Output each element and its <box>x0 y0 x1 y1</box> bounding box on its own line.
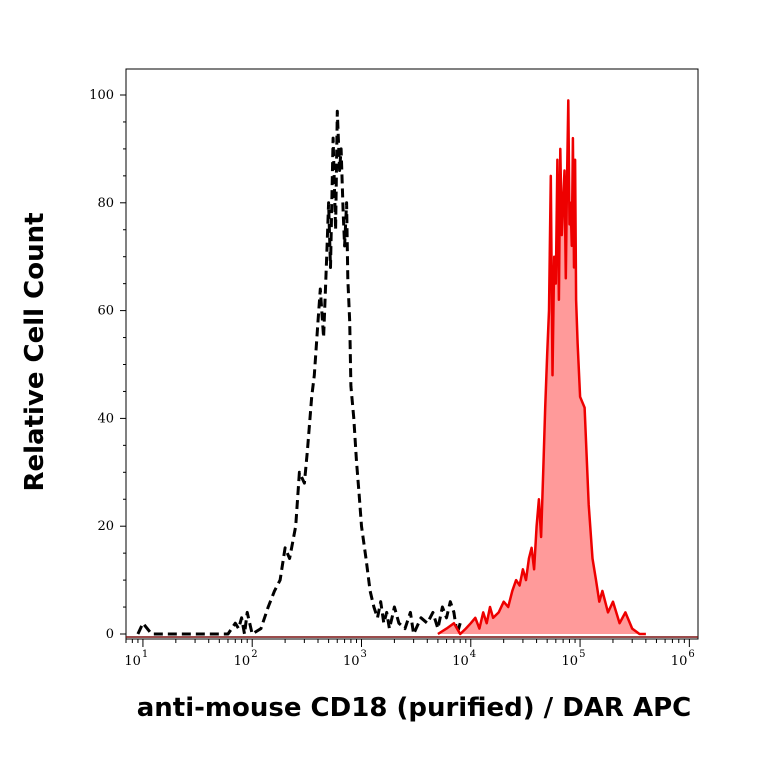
x-tick-label-1: 10 <box>234 654 251 669</box>
x-tick-exp-2: 3 <box>360 649 366 660</box>
x-tick-label-4: 10 <box>562 654 579 669</box>
y-tick-label-5: 100 <box>89 88 114 103</box>
x-tick-label-2: 10 <box>343 654 360 669</box>
x-tick-exp-3: 4 <box>470 649 476 660</box>
series-1-area <box>437 100 646 634</box>
y-tick-label-4: 80 <box>97 196 114 211</box>
y-tick-label-1: 20 <box>97 519 114 534</box>
x-tick-label-3: 10 <box>452 654 469 669</box>
series-0-line <box>136 109 462 636</box>
y-axis: 0 20 40 60 80 100 <box>89 88 126 642</box>
series-layer <box>126 99 698 638</box>
y-tick-label-2: 40 <box>97 411 114 426</box>
x-axis-label: anti-mouse CD18 (purified) / DAR APC <box>137 693 691 723</box>
y-tick-label-0: 0 <box>106 627 114 642</box>
x-tick-label-0: 10 <box>124 654 141 669</box>
x-tick-label-5: 10 <box>671 654 688 669</box>
plot-frame <box>125 68 699 640</box>
x-tick-exp-5: 6 <box>688 649 694 660</box>
x-tick-exp-4: 5 <box>579 649 585 660</box>
plot-area <box>125 68 699 640</box>
y-axis-label: Relative Cell Count <box>20 212 50 491</box>
x-axis: 10 1 10 2 10 3 10 4 10 5 10 6 <box>124 639 695 669</box>
x-tick-exp-1: 2 <box>251 649 257 660</box>
x-tick-exp-0: 1 <box>142 649 148 660</box>
y-tick-label-3: 60 <box>97 304 114 319</box>
series-1-line <box>437 99 646 636</box>
